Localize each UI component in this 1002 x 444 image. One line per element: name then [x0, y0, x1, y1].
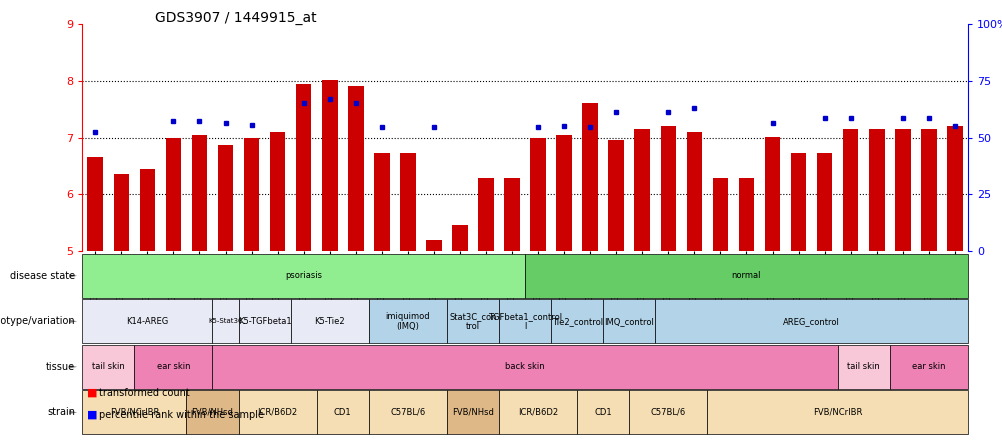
Text: genotype/variation: genotype/variation	[0, 316, 75, 326]
Bar	[790, 154, 806, 251]
Bar	[165, 138, 181, 251]
Text: K5-Tie2: K5-Tie2	[314, 317, 345, 326]
Bar	[478, 178, 493, 251]
Text: K14-AREG: K14-AREG	[126, 317, 168, 326]
Text: transformed count: transformed count	[99, 388, 189, 398]
Bar	[243, 138, 260, 251]
Text: Stat3C_con
trol: Stat3C_con trol	[449, 312, 496, 331]
Bar	[946, 126, 962, 251]
Text: FVB/NHsd: FVB/NHsd	[191, 408, 233, 417]
Text: psoriasis: psoriasis	[285, 271, 322, 280]
Text: ICR/B6D2: ICR/B6D2	[517, 408, 557, 417]
Bar	[737, 178, 754, 251]
Bar	[582, 103, 597, 251]
Text: tail skin: tail skin	[847, 362, 879, 371]
Text: GDS3907 / 1449915_at: GDS3907 / 1449915_at	[155, 11, 317, 25]
Bar	[711, 178, 727, 251]
Text: tissue: tissue	[46, 362, 75, 372]
Bar	[87, 158, 103, 251]
Bar	[764, 136, 780, 251]
Text: percentile rank within the sample: percentile rank within the sample	[99, 410, 265, 420]
Bar	[530, 138, 545, 251]
Text: ear skin: ear skin	[156, 362, 190, 371]
Bar	[894, 129, 910, 251]
Bar	[139, 169, 155, 251]
Text: ICR/B6D2: ICR/B6D2	[258, 408, 298, 417]
Text: IMQ_control: IMQ_control	[604, 317, 653, 326]
Text: TGFbeta1_control
l: TGFbeta1_control l	[488, 312, 561, 331]
Bar	[374, 154, 389, 251]
Bar	[426, 240, 441, 251]
Text: strain: strain	[47, 407, 75, 417]
Bar	[217, 145, 233, 251]
Text: imiquimod
(IMQ): imiquimod (IMQ)	[385, 312, 430, 331]
Bar	[113, 174, 129, 251]
Bar	[504, 178, 519, 251]
Bar	[270, 132, 286, 251]
Text: K5-TGFbeta1: K5-TGFbeta1	[237, 317, 292, 326]
Bar	[296, 84, 312, 251]
Text: CD1: CD1	[594, 408, 611, 417]
Bar	[608, 140, 623, 251]
Text: FVB/NCrIBR: FVB/NCrIBR	[813, 408, 862, 417]
Text: disease state: disease state	[10, 271, 75, 281]
Bar	[868, 129, 884, 251]
Bar	[400, 154, 415, 251]
Text: FVB/NCrIBR: FVB/NCrIBR	[109, 408, 159, 417]
Bar	[634, 129, 649, 251]
Bar	[191, 135, 207, 251]
Text: C57BL/6: C57BL/6	[650, 408, 685, 417]
Bar	[660, 126, 675, 251]
Text: back skin: back skin	[505, 362, 544, 371]
Bar	[920, 129, 936, 251]
Bar	[556, 135, 571, 251]
Text: ear skin: ear skin	[911, 362, 945, 371]
Text: Tie2_control: Tie2_control	[551, 317, 602, 326]
Bar	[348, 86, 363, 251]
Bar	[686, 132, 701, 251]
Text: CD1: CD1	[334, 408, 351, 417]
Bar	[816, 154, 832, 251]
Bar	[452, 226, 467, 251]
Text: FVB/NHsd: FVB/NHsd	[452, 408, 493, 417]
Text: tail skin: tail skin	[92, 362, 124, 371]
Text: C57BL/6: C57BL/6	[390, 408, 425, 417]
Bar	[322, 80, 338, 251]
Text: ■: ■	[87, 410, 97, 420]
Text: K5-Stat3C: K5-Stat3C	[208, 318, 242, 325]
Text: ■: ■	[87, 388, 97, 398]
Text: normal: normal	[731, 271, 761, 280]
Text: AREG_control: AREG_control	[783, 317, 840, 326]
Bar	[842, 129, 858, 251]
